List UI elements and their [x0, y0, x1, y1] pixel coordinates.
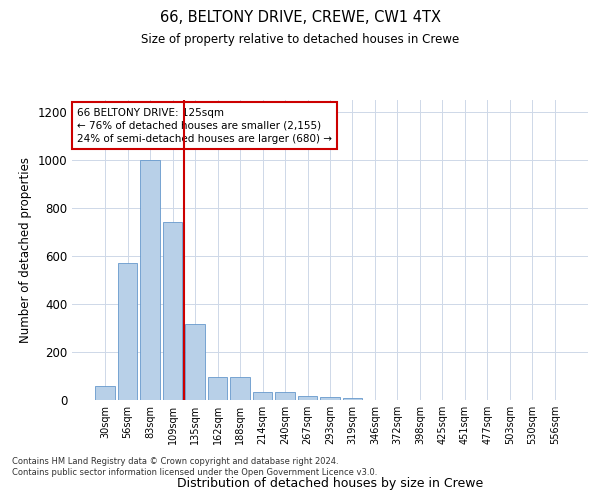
Text: 66, BELTONY DRIVE, CREWE, CW1 4TX: 66, BELTONY DRIVE, CREWE, CW1 4TX: [160, 10, 440, 25]
Text: 66 BELTONY DRIVE: 125sqm
← 76% of detached houses are smaller (2,155)
24% of sem: 66 BELTONY DRIVE: 125sqm ← 76% of detach…: [77, 108, 332, 144]
Bar: [298, 396, 317, 400]
Bar: [185, 324, 205, 400]
Text: Distribution of detached houses by size in Crewe: Distribution of detached houses by size …: [177, 477, 483, 490]
Bar: [230, 377, 250, 400]
Text: Contains HM Land Registry data © Crown copyright and database right 2024.
Contai: Contains HM Land Registry data © Crown c…: [12, 458, 377, 477]
Text: Size of property relative to detached houses in Crewe: Size of property relative to detached ho…: [141, 32, 459, 46]
Bar: [118, 263, 137, 400]
Bar: [343, 398, 362, 400]
Bar: [320, 397, 340, 400]
Y-axis label: Number of detached properties: Number of detached properties: [19, 157, 32, 343]
Bar: [275, 392, 295, 400]
Bar: [140, 160, 160, 400]
Bar: [95, 386, 115, 400]
Bar: [163, 222, 182, 400]
Bar: [208, 377, 227, 400]
Bar: [253, 392, 272, 400]
